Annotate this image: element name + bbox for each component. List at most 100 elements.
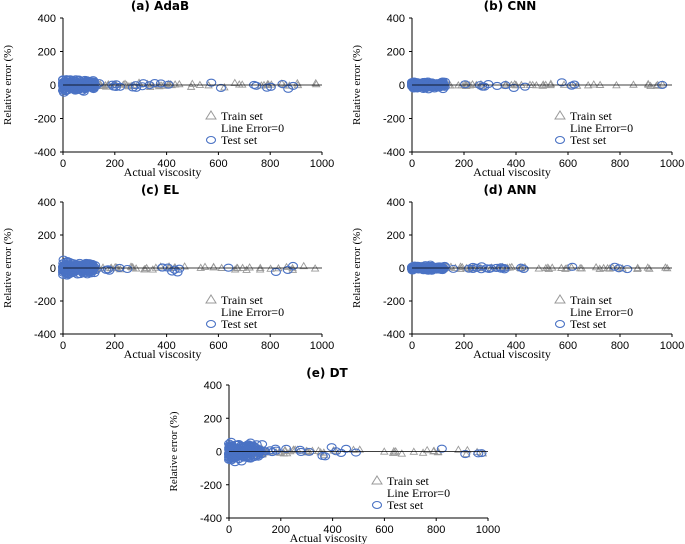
train-point bbox=[156, 262, 165, 270]
x-tick-label: 200 bbox=[455, 340, 473, 352]
train-point bbox=[148, 265, 158, 273]
test-point bbox=[436, 444, 447, 453]
test-point bbox=[58, 261, 70, 270]
y-tick-label: -200 bbox=[383, 296, 405, 308]
train-point bbox=[629, 80, 638, 88]
y-tick-label: 200 bbox=[38, 47, 56, 59]
train-point bbox=[230, 78, 240, 86]
test-point bbox=[277, 80, 288, 89]
legend-train-label: Train set bbox=[221, 293, 264, 307]
legend-test-label: Test set bbox=[570, 133, 607, 147]
x-tick-label: 1000 bbox=[476, 524, 500, 536]
train-point bbox=[463, 445, 472, 454]
chart-panel-3: (c) EL 400 200 0 -200 -400 0 200 400 600 800 1000 Ac… bbox=[2, 183, 334, 361]
y-tick-label: -400 bbox=[383, 147, 405, 159]
x-tick-label: 600 bbox=[209, 340, 227, 352]
test-point bbox=[473, 449, 484, 458]
train-point bbox=[507, 262, 517, 271]
train-point bbox=[557, 263, 566, 271]
y-tick-label: -200 bbox=[34, 114, 56, 126]
y-axis-label: Relative error (%) bbox=[351, 45, 363, 125]
test-point bbox=[122, 264, 133, 274]
x-tick-label: 0 bbox=[60, 340, 66, 352]
test-point bbox=[499, 265, 510, 274]
x-tick-label: 1000 bbox=[310, 340, 334, 352]
x-tick-label: 400 bbox=[507, 158, 525, 170]
train-point bbox=[456, 262, 465, 270]
y-tick-label: -200 bbox=[383, 114, 405, 126]
train-point bbox=[458, 262, 467, 271]
train-point bbox=[255, 263, 265, 271]
train-point bbox=[311, 78, 321, 87]
test-point bbox=[265, 82, 276, 91]
x-tick-label: 1000 bbox=[660, 158, 684, 170]
train-point bbox=[188, 79, 197, 87]
legend-zero-line-label: Line Error=0 bbox=[387, 486, 450, 500]
y-tick-label: 200 bbox=[387, 47, 405, 59]
test-point bbox=[567, 262, 578, 271]
test-point bbox=[104, 266, 115, 275]
y-tick-label: 0 bbox=[50, 80, 56, 92]
test-point bbox=[137, 82, 148, 91]
train-point bbox=[245, 263, 254, 271]
train-point bbox=[547, 263, 557, 271]
y-tick-label: 200 bbox=[38, 230, 56, 242]
legend-train-marker bbox=[371, 475, 383, 485]
x-tick-label: 1000 bbox=[310, 158, 334, 170]
train-point bbox=[429, 447, 438, 455]
legend-train-label: Train set bbox=[387, 474, 430, 488]
legend-zero-line-label: Line Error=0 bbox=[221, 121, 284, 135]
test-point bbox=[508, 83, 519, 92]
y-tick-label: 0 bbox=[399, 263, 405, 275]
x-axis-label: Actual viscosity bbox=[473, 347, 551, 361]
train-point bbox=[299, 261, 308, 270]
x-axis-label: Actual viscosity bbox=[124, 165, 202, 179]
chart-title: (a) AdaB bbox=[131, 0, 189, 13]
test-point bbox=[424, 79, 435, 88]
x-tick-label: 0 bbox=[409, 340, 415, 352]
train-point bbox=[643, 263, 653, 271]
legend-train-marker bbox=[205, 110, 217, 120]
test-point bbox=[127, 83, 138, 92]
test-point bbox=[226, 437, 237, 446]
train-point bbox=[230, 265, 240, 273]
test-point bbox=[58, 255, 69, 264]
test-point bbox=[294, 445, 306, 454]
test-point bbox=[265, 446, 276, 455]
test-point bbox=[609, 262, 620, 271]
x-tick-label: 800 bbox=[611, 340, 629, 352]
chart-title: (e) DT bbox=[306, 366, 348, 380]
test-point bbox=[518, 264, 529, 273]
test-point bbox=[448, 264, 459, 273]
legend-train-label: Train set bbox=[570, 109, 613, 123]
test-point bbox=[495, 263, 507, 272]
test-point bbox=[162, 263, 173, 272]
test-point bbox=[155, 79, 166, 88]
x-tick-label: 600 bbox=[559, 158, 577, 170]
test-point bbox=[410, 83, 421, 92]
data-points bbox=[406, 77, 668, 94]
x-tick-label: 200 bbox=[455, 158, 473, 170]
x-tick-label: 800 bbox=[261, 340, 279, 352]
train-point bbox=[454, 445, 463, 453]
train-point bbox=[255, 265, 265, 273]
train-point bbox=[195, 80, 205, 88]
x-axis-label: Actual viscosity bbox=[124, 347, 202, 361]
test-point bbox=[460, 80, 471, 89]
test-point bbox=[476, 449, 487, 458]
legend-test-marker bbox=[205, 319, 217, 329]
train-point bbox=[142, 263, 151, 272]
test-point bbox=[409, 265, 421, 274]
test-point bbox=[131, 83, 142, 92]
y-tick-label: 0 bbox=[399, 80, 405, 92]
legend-test-label: Test set bbox=[570, 317, 607, 331]
train-point bbox=[461, 449, 471, 458]
legend-test-marker bbox=[371, 500, 383, 510]
x-tick-label: 600 bbox=[375, 524, 393, 536]
x-tick-label: 200 bbox=[106, 158, 124, 170]
test-point bbox=[157, 263, 168, 272]
x-tick-label: 400 bbox=[323, 524, 341, 536]
legend-zero-line-label: Line Error=0 bbox=[570, 305, 633, 319]
